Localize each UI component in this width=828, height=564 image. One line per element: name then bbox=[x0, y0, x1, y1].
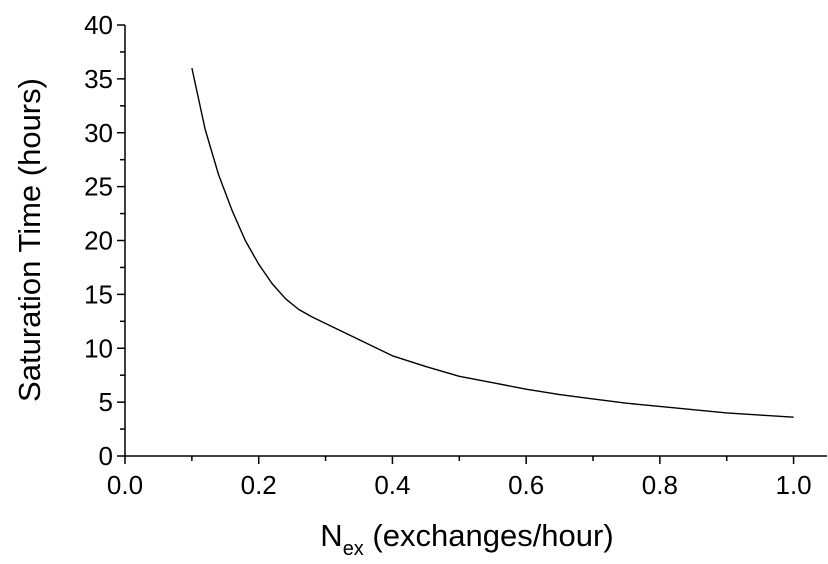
x-tick-label: 0.4 bbox=[374, 470, 410, 500]
y-axis-title: Saturation Time (hours) bbox=[12, 78, 47, 402]
x-axis-title-subscript: ex bbox=[343, 538, 364, 560]
y-tick-label: 30 bbox=[84, 118, 113, 148]
y-tick-label: 35 bbox=[84, 64, 113, 94]
y-tick-label: 40 bbox=[84, 10, 113, 40]
plot-area: 0.0 0.2 0.4 0.6 0.8 1.0 0 5 10 15 20 25 30 35 40 bbox=[84, 10, 827, 500]
x-axis-title-rest: (exchanges/hour) bbox=[364, 518, 614, 553]
x-tick-label: 0.6 bbox=[508, 470, 544, 500]
y-tick-label: 20 bbox=[84, 226, 113, 256]
x-tick-label: 0.2 bbox=[241, 470, 277, 500]
y-tick-label: 25 bbox=[84, 172, 113, 202]
y-ticks: 0 5 10 15 20 25 30 35 40 bbox=[84, 10, 125, 471]
y-tick-label: 5 bbox=[99, 387, 113, 417]
x-ticks: 0.0 0.2 0.4 0.6 0.8 1.0 bbox=[107, 456, 812, 500]
y-tick-label: 10 bbox=[84, 333, 113, 363]
x-axis-title-main: N bbox=[320, 518, 342, 553]
series-lines bbox=[191, 67, 794, 418]
y-tick-label: 15 bbox=[84, 279, 113, 309]
y-tick-label: 0 bbox=[99, 441, 113, 471]
x-tick-label: 0.0 bbox=[107, 470, 143, 500]
x-axis-title: Nex (exchanges/hour) bbox=[320, 518, 613, 560]
series-line-0 bbox=[191, 67, 794, 418]
x-tick-label: 0.8 bbox=[642, 470, 678, 500]
x-tick-label: 1.0 bbox=[775, 470, 811, 500]
